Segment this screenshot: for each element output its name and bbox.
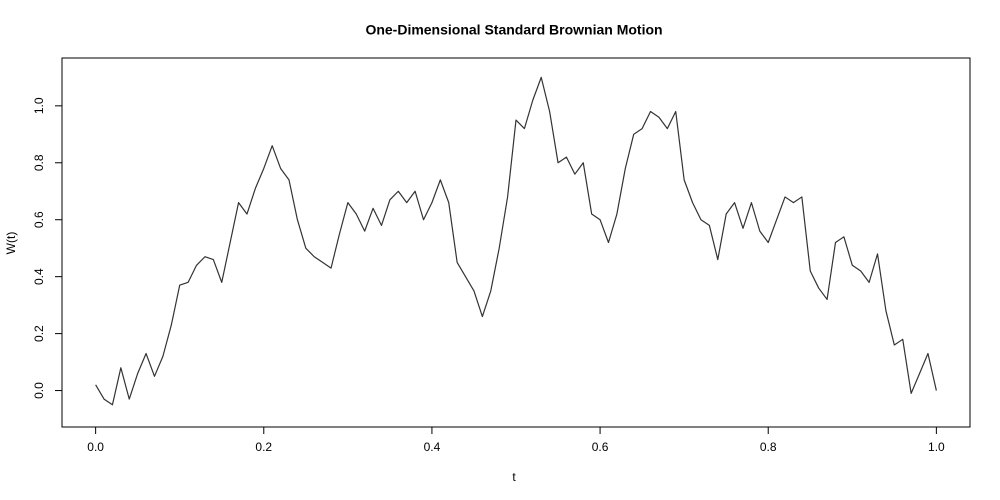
x-tick-label: 1.0 — [928, 440, 945, 454]
y-axis-label: W(t) — [4, 232, 18, 255]
x-tick-label: 0.8 — [760, 440, 777, 454]
y-tick-label: 0.8 — [32, 154, 46, 171]
x-tick-label: 0.0 — [87, 440, 104, 454]
y-tick-label: 0.0 — [32, 382, 46, 399]
y-tick-label: 0.2 — [32, 325, 46, 342]
x-axis-label: t — [512, 470, 516, 484]
y-tick-label: 0.6 — [32, 211, 46, 228]
series-line — [95, 76, 937, 406]
plot-frame — [61, 57, 971, 428]
y-tick-label: 0.4 — [32, 268, 46, 285]
x-tick-label: 0.2 — [255, 440, 272, 454]
x-tick-label: 0.4 — [424, 440, 441, 454]
chart-title: One-Dimensional Standard Brownian Motion — [365, 22, 662, 38]
y-tick-label: 1.0 — [32, 97, 46, 114]
x-tick-label: 0.6 — [592, 440, 609, 454]
